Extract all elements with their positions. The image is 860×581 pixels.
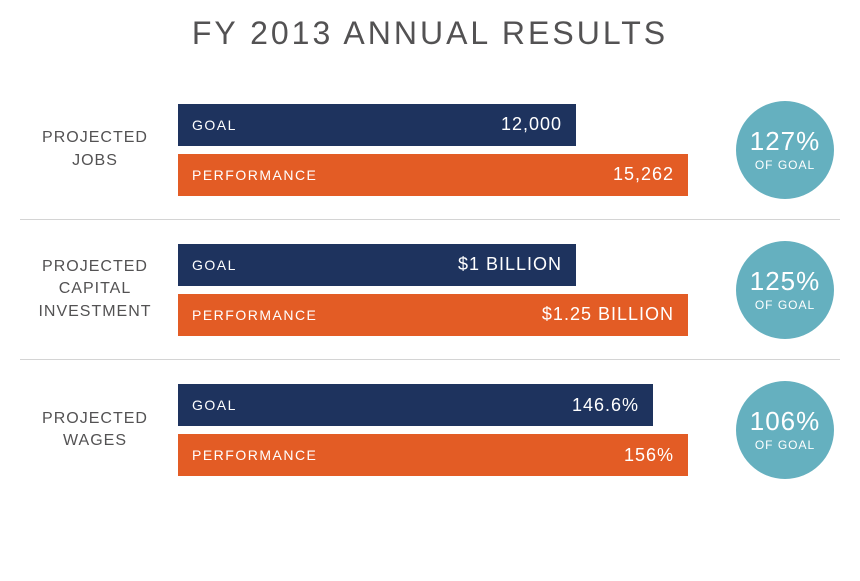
section-wages: PROJECTED WAGES GOAL 146.6% PERFORMANCE … (20, 360, 840, 500)
bar-label: GOAL (192, 257, 237, 273)
badge-subtext: OF GOAL (755, 438, 815, 452)
bar-value: $1.25 BILLION (542, 304, 674, 325)
bar-value: $1 BILLION (458, 254, 562, 275)
section-label-line: CAPITAL (20, 278, 170, 300)
bar-label: PERFORMANCE (192, 447, 317, 463)
section-label: PROJECTED CAPITAL INVESTMENT (20, 256, 170, 323)
bar-label: GOAL (192, 117, 237, 133)
bar-label: GOAL (192, 397, 237, 413)
badge-area: 106% OF GOAL (730, 381, 840, 479)
goal-bar: GOAL 12,000 (178, 104, 576, 146)
bar-value: 12,000 (501, 114, 562, 135)
badge-percent: 125% (750, 268, 821, 294)
badge-area: 127% OF GOAL (730, 101, 840, 199)
results-infographic: FY 2013 ANNUAL RESULTS PROJECTED JOBS GO… (0, 0, 860, 500)
performance-bar: PERFORMANCE 15,262 (178, 154, 688, 196)
section-label-line: PROJECTED (20, 256, 170, 278)
bar-value: 15,262 (613, 164, 674, 185)
section-jobs: PROJECTED JOBS GOAL 12,000 PERFORMANCE 1… (20, 80, 840, 220)
section-label-line: PROJECTED (20, 127, 170, 149)
section-capital: PROJECTED CAPITAL INVESTMENT GOAL $1 BIL… (20, 220, 840, 360)
page-title: FY 2013 ANNUAL RESULTS (20, 15, 840, 52)
bar-value: 156% (624, 445, 674, 466)
performance-bar-row: PERFORMANCE $1.25 BILLION (178, 294, 722, 336)
percent-badge: 125% OF GOAL (736, 241, 834, 339)
performance-bar-row: PERFORMANCE 156% (178, 434, 722, 476)
bars-area: GOAL $1 BILLION PERFORMANCE $1.25 BILLIO… (170, 236, 730, 344)
goal-bar: GOAL $1 BILLION (178, 244, 576, 286)
badge-area: 125% OF GOAL (730, 241, 840, 339)
bar-label: PERFORMANCE (192, 167, 317, 183)
percent-badge: 106% OF GOAL (736, 381, 834, 479)
bars-area: GOAL 12,000 PERFORMANCE 15,262 (170, 96, 730, 204)
performance-bar-row: PERFORMANCE 15,262 (178, 154, 722, 196)
badge-subtext: OF GOAL (755, 158, 815, 172)
badge-percent: 106% (750, 408, 821, 434)
performance-bar: PERFORMANCE 156% (178, 434, 688, 476)
bar-value: 146.6% (572, 395, 639, 416)
percent-badge: 127% OF GOAL (736, 101, 834, 199)
section-label-line: JOBS (20, 150, 170, 172)
goal-bar: GOAL 146.6% (178, 384, 653, 426)
badge-percent: 127% (750, 128, 821, 154)
goal-bar-row: GOAL 12,000 (178, 104, 722, 146)
goal-bar-row: GOAL $1 BILLION (178, 244, 722, 286)
bar-label: PERFORMANCE (192, 307, 317, 323)
section-label-line: WAGES (20, 430, 170, 452)
section-label-line: PROJECTED (20, 408, 170, 430)
badge-subtext: OF GOAL (755, 298, 815, 312)
goal-bar-row: GOAL 146.6% (178, 384, 722, 426)
performance-bar: PERFORMANCE $1.25 BILLION (178, 294, 688, 336)
section-label: PROJECTED JOBS (20, 127, 170, 172)
section-label: PROJECTED WAGES (20, 408, 170, 453)
bars-area: GOAL 146.6% PERFORMANCE 156% (170, 376, 730, 484)
section-label-line: INVESTMENT (20, 301, 170, 323)
